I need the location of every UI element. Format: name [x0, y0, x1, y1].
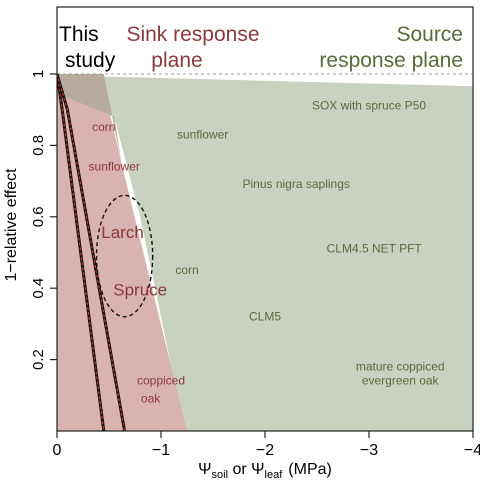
- sink-label: Spruce: [113, 280, 167, 299]
- x-tick-label: 0: [53, 442, 62, 459]
- source-label: CLM5: [249, 309, 281, 323]
- source-label: Pinus nigra saplings: [242, 177, 349, 191]
- header-this-study-line2: study: [65, 49, 116, 72]
- x-label-sub-leaf: leaf: [265, 469, 284, 481]
- header-sink-line2: plane: [151, 49, 202, 72]
- x-label-or: or: [228, 461, 251, 478]
- source-label: CLM4.5 NET PFT: [327, 242, 423, 256]
- x-tick-label: −3: [360, 442, 378, 459]
- x-tick-label: −2: [256, 442, 274, 459]
- sink-label: oak: [141, 391, 161, 405]
- y-tick-label: 0.6: [30, 206, 47, 227]
- x-tick-label: −4: [464, 442, 480, 459]
- sink-label: Larch: [101, 223, 144, 242]
- y-tick-label: 0.2: [30, 349, 47, 370]
- header-source-line1: Source: [396, 23, 463, 46]
- header-sink-line1: Sink response: [126, 23, 259, 46]
- sink-label: coppiced: [137, 374, 185, 388]
- y-tick-label: 0.8: [30, 135, 47, 156]
- x-axis-ticks: 0 −1 −2 −3 −4: [53, 431, 480, 459]
- source-label: SOX with spruce P50: [312, 99, 426, 113]
- y-tick-label: 1: [30, 70, 47, 78]
- x-label-psi-soil: Ψ: [198, 461, 211, 478]
- larch-spruce-ellipse: [95, 194, 154, 318]
- sink-response-plane: [57, 74, 187, 431]
- header-source-line2: response plane: [319, 49, 463, 72]
- y-tick-label: 0.4: [30, 278, 47, 299]
- source-label: evergreen oak: [362, 374, 440, 388]
- response-planes: [57, 74, 473, 431]
- x-label-sub-soil: soil: [212, 469, 229, 481]
- plane-headers: This study Sink response plane Source re…: [59, 23, 463, 72]
- sink-label: corn: [92, 120, 115, 134]
- x-axis-label: Ψsoil or Ψleaf (MPa): [198, 461, 332, 481]
- source-label: mature coppiced: [356, 359, 445, 373]
- study-lines: [57, 73, 127, 431]
- region-labels: corn sunflower Larch Spruce coppiced oak sunfl…: [89, 99, 445, 406]
- x-label-unit: (MPa): [288, 461, 332, 478]
- x-label-psi-leaf: Ψ: [251, 461, 264, 478]
- overlap-region: [57, 74, 122, 164]
- x-tick-label: −1: [152, 442, 170, 459]
- y-axis-label: 1−relative effect: [3, 168, 20, 282]
- sink-label: sunflower: [89, 159, 140, 173]
- source-response-plane: [57, 75, 473, 431]
- source-label: sunflower: [177, 127, 228, 141]
- header-this-study-line1: This: [59, 23, 99, 46]
- study-line-2-dash: [57, 73, 126, 431]
- source-label: corn: [175, 263, 198, 277]
- study-line-1-dash: [57, 73, 105, 431]
- y-axis-ticks: 0.2 0.4 0.6 0.8 1: [30, 70, 57, 370]
